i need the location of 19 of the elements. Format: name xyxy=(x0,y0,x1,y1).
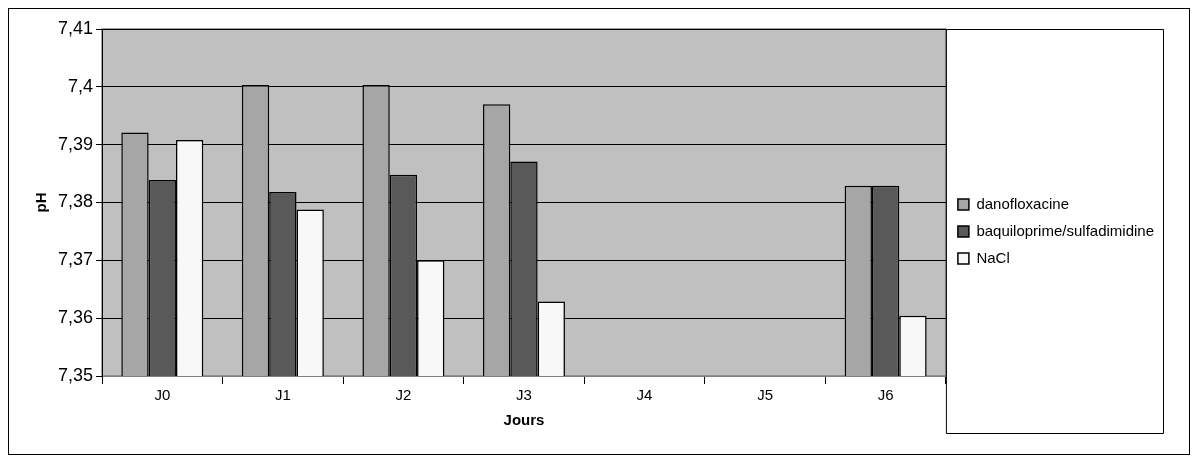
y-axis-title: pH xyxy=(32,192,50,213)
y-tick-label: 7,41 xyxy=(57,17,94,38)
legend-label: baquiloprime/sulfadimidine xyxy=(976,221,1155,239)
y-tick-label: 7,36 xyxy=(57,307,94,328)
x-tick-label: J3 xyxy=(516,386,532,404)
y-tick-label: 7,37 xyxy=(57,249,94,270)
x-tick-label: J6 xyxy=(877,386,894,404)
y-tick-label: 7,35 xyxy=(57,364,94,385)
legend-label: NaCl xyxy=(976,248,1010,266)
y-tick-label: 7,39 xyxy=(57,133,94,154)
legend-label: danofloxacine xyxy=(976,194,1069,212)
y-tick-label: 7,38 xyxy=(57,191,94,212)
x-tick-label: J0 xyxy=(154,386,171,404)
x-tick-label: J4 xyxy=(636,386,653,404)
x-tick-label: J2 xyxy=(395,386,412,404)
x-tick-label: J1 xyxy=(274,386,291,404)
x-tick-label: J5 xyxy=(757,386,773,404)
y-tick-label: 7,4 xyxy=(68,75,94,96)
x-axis-title: Jours xyxy=(503,411,545,429)
